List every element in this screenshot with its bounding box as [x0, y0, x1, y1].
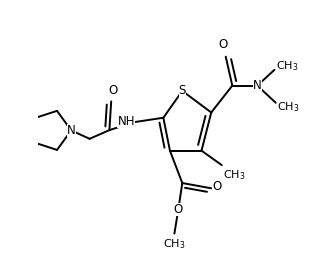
Text: S: S	[178, 84, 186, 97]
Text: CH$_3$: CH$_3$	[223, 168, 245, 182]
Text: NH: NH	[118, 116, 135, 129]
Text: CH$_3$: CH$_3$	[276, 59, 298, 73]
Text: N: N	[67, 124, 76, 137]
Text: O: O	[108, 84, 117, 97]
Text: CH$_3$: CH$_3$	[277, 100, 300, 114]
Text: O: O	[174, 203, 183, 216]
Text: O: O	[218, 38, 228, 51]
Text: N: N	[253, 79, 262, 92]
Text: O: O	[212, 180, 221, 193]
Text: CH$_3$: CH$_3$	[163, 237, 185, 251]
